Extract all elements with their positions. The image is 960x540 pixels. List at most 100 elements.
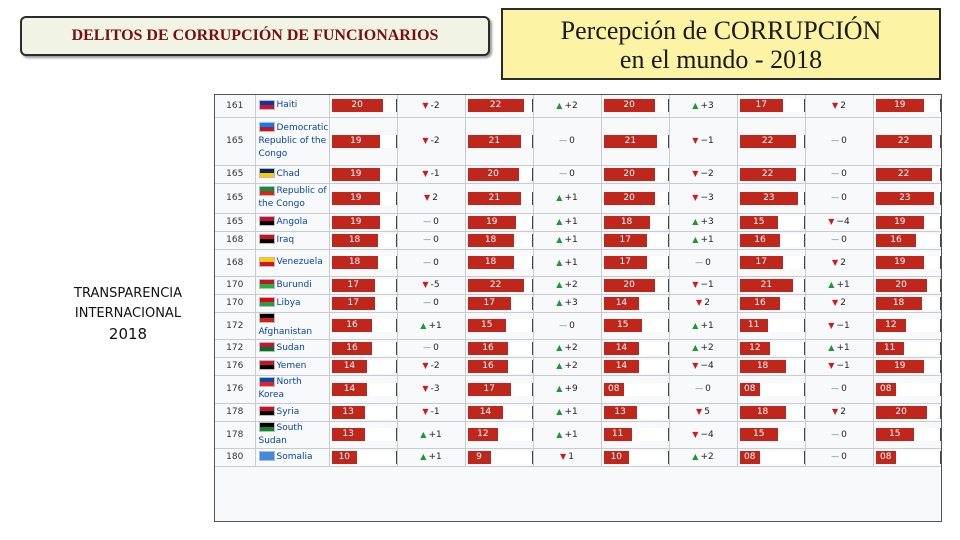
- change-value: +1: [700, 320, 714, 331]
- score-cell: 18: [737, 403, 806, 422]
- country-link[interactable]: Democratic Republic of the Congo: [258, 122, 329, 159]
- score-bar-track: 20: [603, 191, 669, 205]
- score-cell: 16: [329, 312, 398, 340]
- change-value: 2: [840, 298, 846, 308]
- table-row: 178 South Sudan 13 ▲ +1 12 ▲ +1 11 ▼ −4 15—0 15: [215, 421, 941, 449]
- score-bar: 20: [603, 167, 655, 181]
- flag-icon: [258, 99, 275, 110]
- score-bar-track: 22: [739, 167, 805, 181]
- score-cell: 17: [329, 276, 398, 295]
- score-bar-track: 19: [331, 134, 397, 148]
- trend-up-icon: ▲: [692, 235, 699, 244]
- score-cell: 11: [737, 312, 806, 340]
- rank-cell: 168: [215, 249, 256, 277]
- score-bar-track: 08: [875, 382, 941, 396]
- change-value: −4: [700, 361, 714, 371]
- change-cell: —0: [805, 375, 874, 404]
- country-link[interactable]: Afghanistan: [258, 326, 313, 337]
- change-cell: ▼ 2: [397, 183, 466, 214]
- change-value: -5: [430, 280, 440, 290]
- score-bar: 18: [331, 256, 378, 269]
- score-bar: 15: [739, 428, 778, 441]
- country-cell: Syria: [255, 403, 330, 422]
- score-cell: 22: [465, 95, 534, 118]
- country-link[interactable]: Venezuela: [276, 257, 323, 267]
- rank-cell: 165: [215, 213, 256, 232]
- score-bar: 20: [875, 405, 927, 419]
- score-cell: 17: [737, 249, 806, 277]
- change-cell: ▲ +1: [533, 183, 602, 214]
- trend-same-icon: —: [831, 452, 840, 461]
- score-cell: 18: [465, 249, 534, 277]
- score-bar: 19: [875, 256, 925, 269]
- source-label: TRANSPARENCIA INTERNACIONAL 2018: [58, 284, 198, 344]
- change-value: +2: [700, 452, 714, 462]
- change-cell: ▲ +9: [533, 375, 602, 404]
- score-bar: 20: [603, 99, 655, 113]
- country-link[interactable]: Iraq: [276, 234, 295, 245]
- score-cell: 18: [737, 357, 806, 376]
- trend-up-icon: ▲: [556, 100, 563, 110]
- change-value: +1: [564, 429, 578, 440]
- change-value: 0: [433, 235, 439, 245]
- score-cell: 08: [737, 448, 806, 467]
- score-bar: 16: [467, 341, 509, 355]
- trend-up-icon: ▲: [420, 452, 427, 461]
- change-value: 0: [841, 429, 847, 440]
- country-link[interactable]: Chad: [276, 168, 300, 179]
- country-link[interactable]: Republic of the Congo: [258, 186, 327, 209]
- change-cell: —0: [397, 294, 466, 313]
- country-cell: Iraq: [255, 231, 330, 250]
- score-cell: 16: [465, 339, 534, 358]
- score-cell: 23: [873, 183, 941, 214]
- country-cell: Angola: [255, 213, 330, 232]
- score-bar-track: 12: [739, 341, 805, 355]
- score-bar: 15: [875, 428, 914, 441]
- country-link[interactable]: Burundi: [276, 279, 312, 290]
- change-cell: ▲ +1: [397, 312, 466, 340]
- trend-up-icon: ▲: [692, 217, 699, 226]
- country-link[interactable]: Somalia: [276, 451, 313, 462]
- score-bar: 9: [467, 450, 491, 464]
- country-link[interactable]: North Korea: [258, 377, 302, 400]
- score-bar-track: 18: [739, 405, 805, 419]
- country-link[interactable]: Libya: [276, 297, 301, 308]
- score-cell: 08: [873, 375, 941, 404]
- score-cell: 12: [873, 312, 941, 340]
- score-bar: 22: [739, 134, 796, 148]
- country-link[interactable]: Angola: [276, 216, 308, 227]
- change-cell: ▼ 5: [669, 403, 738, 422]
- score-cell: 17: [465, 375, 534, 404]
- country-cell: Republic of the Congo: [255, 183, 330, 214]
- change-cell: ▲ +2: [533, 339, 602, 358]
- country-link[interactable]: Syria: [276, 406, 300, 417]
- change-cell: ▼ -5: [397, 276, 466, 295]
- trend-down-icon: ▼: [422, 407, 429, 416]
- score-bar: 11: [739, 319, 768, 332]
- change-cell: ▲ +3: [669, 213, 738, 232]
- score-bar-track: 17: [331, 278, 397, 292]
- score-bar: 08: [875, 382, 896, 396]
- score-bar-track: 20: [603, 278, 669, 292]
- score-cell: 16: [873, 231, 941, 250]
- score-cell: 14: [601, 294, 670, 313]
- score-cell: 17: [329, 294, 398, 313]
- score-cell: 11: [873, 339, 941, 358]
- score-cell: 08: [873, 448, 941, 467]
- score-bar: 22: [739, 167, 796, 181]
- trend-down-icon: ▼: [560, 452, 567, 461]
- table-body: 161 Haiti 20 ▼ -2 22 ▲ +2 20 ▲ +3 17 ▼ 2 19 165 Democrat…: [215, 95, 941, 467]
- country-link[interactable]: Haiti: [276, 100, 298, 111]
- score-bar: 22: [875, 167, 932, 181]
- change-cell: ▲ +1: [533, 421, 602, 449]
- country-link[interactable]: South Sudan: [258, 422, 303, 446]
- score-bar-track: 17: [739, 256, 805, 269]
- table-row: 176 North Korea 14 ▼ -3 17 ▲ +9 08—0 08—0 08: [215, 375, 941, 404]
- table-row: 168 Iraq 18—0 18 ▲ +1 17 ▲ +1 16—0 16: [215, 231, 941, 250]
- country-link[interactable]: Sudan: [276, 342, 305, 353]
- country-link[interactable]: Yemen: [276, 360, 307, 371]
- trend-down-icon: ▼: [832, 407, 839, 416]
- score-bar: 10: [603, 450, 630, 464]
- score-bar: 20: [467, 167, 519, 181]
- country-cell: Somalia: [255, 448, 330, 467]
